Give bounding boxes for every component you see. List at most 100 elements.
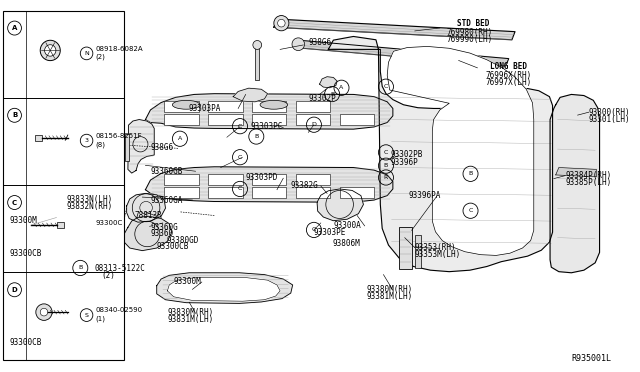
Text: C: C (238, 155, 242, 160)
Text: (2): (2) (95, 54, 105, 60)
Text: 93384P(RH): 93384P(RH) (565, 171, 611, 180)
Text: S: S (84, 312, 88, 318)
Text: 938G6: 938G6 (150, 144, 173, 153)
Text: 93831M(LH): 93831M(LH) (168, 315, 214, 324)
Text: C: C (384, 84, 388, 89)
Ellipse shape (172, 100, 200, 109)
Text: R: R (384, 175, 388, 180)
Text: (8): (8) (95, 141, 106, 148)
Bar (208, 187, 243, 198)
Polygon shape (319, 77, 337, 88)
Text: 93353M(LH): 93353M(LH) (415, 250, 461, 259)
Polygon shape (294, 40, 509, 66)
Text: 93360: 93360 (150, 230, 173, 238)
Bar (340, 187, 374, 198)
Bar (296, 101, 330, 112)
Text: 769980(RH): 769980(RH) (446, 28, 492, 37)
Text: 93303PC: 93303PC (251, 122, 283, 131)
Text: B: B (468, 171, 473, 176)
Polygon shape (387, 46, 534, 256)
Polygon shape (124, 216, 172, 251)
Text: N: N (84, 51, 89, 56)
Bar (296, 187, 330, 198)
Text: D: D (12, 287, 17, 293)
Text: 93303PD: 93303PD (246, 173, 278, 182)
Bar (164, 187, 198, 198)
Bar (296, 174, 330, 185)
Bar (399, 227, 412, 269)
Text: 93833N(LH): 93833N(LH) (67, 195, 113, 204)
Text: 93300CB: 93300CB (10, 339, 42, 347)
Text: D: D (312, 122, 316, 127)
Ellipse shape (253, 41, 262, 49)
Ellipse shape (40, 211, 51, 221)
Text: 08918-6082A: 08918-6082A (95, 46, 143, 52)
Ellipse shape (40, 308, 48, 316)
Bar (415, 235, 421, 268)
Polygon shape (127, 193, 166, 222)
Text: 93301(LH): 93301(LH) (589, 115, 630, 124)
Text: 93830M(RH): 93830M(RH) (168, 308, 214, 317)
Text: 08340-02590: 08340-02590 (95, 307, 143, 313)
Polygon shape (168, 278, 280, 301)
Text: 93302PB: 93302PB (391, 151, 423, 160)
Text: B: B (12, 112, 17, 118)
Text: 08156-8251F: 08156-8251F (95, 133, 142, 139)
Text: C: C (12, 199, 17, 205)
Text: C: C (238, 124, 242, 129)
Text: C: C (238, 186, 242, 192)
Bar (164, 101, 198, 112)
Bar (208, 101, 243, 112)
Bar (208, 174, 243, 185)
Bar (3, 11, 124, 359)
Text: 93360GA: 93360GA (150, 196, 183, 205)
Polygon shape (157, 273, 292, 304)
Text: 3: 3 (84, 138, 88, 143)
Bar (208, 114, 243, 125)
Text: LONG BED: LONG BED (490, 61, 527, 71)
Text: 93380M(RH): 93380M(RH) (367, 285, 413, 294)
Polygon shape (145, 94, 393, 129)
Text: A: A (178, 136, 182, 141)
Text: 93360GB: 93360GB (150, 167, 183, 176)
Text: 93300(RH): 93300(RH) (589, 108, 630, 117)
Text: STD BED: STD BED (458, 19, 490, 28)
Polygon shape (317, 189, 364, 221)
Text: A: A (12, 25, 17, 31)
Ellipse shape (274, 16, 289, 31)
Ellipse shape (278, 19, 285, 27)
Text: 93300CB: 93300CB (10, 249, 42, 258)
Text: 93303PE: 93303PE (314, 228, 346, 237)
Text: 93300A: 93300A (333, 221, 361, 230)
Text: 93300C: 93300C (95, 220, 123, 226)
Text: 93300CB: 93300CB (157, 242, 189, 251)
Bar (56, 222, 64, 228)
Bar (296, 114, 330, 125)
Polygon shape (145, 167, 393, 202)
Text: C: C (468, 208, 473, 213)
Polygon shape (328, 36, 552, 272)
Polygon shape (10, 201, 76, 260)
Text: 93806M: 93806M (332, 239, 360, 248)
Polygon shape (274, 19, 515, 40)
Bar (164, 174, 198, 185)
Text: B: B (254, 134, 259, 139)
Text: B: B (330, 92, 334, 97)
Ellipse shape (45, 45, 56, 56)
Bar (35, 135, 42, 141)
Text: (1): (1) (95, 315, 106, 322)
Bar (125, 134, 129, 161)
Text: 76997X(LH): 76997X(LH) (486, 78, 532, 87)
Polygon shape (10, 285, 64, 326)
Text: B: B (384, 163, 388, 168)
Polygon shape (550, 94, 600, 273)
Ellipse shape (36, 304, 52, 320)
Text: 93353(RH): 93353(RH) (415, 243, 456, 252)
Text: 93832N(RH): 93832N(RH) (67, 202, 113, 211)
Bar (252, 174, 286, 185)
Ellipse shape (260, 100, 287, 109)
Bar (255, 45, 259, 80)
Text: C: C (384, 150, 388, 155)
Text: 93396P: 93396P (391, 157, 419, 167)
Text: (2): (2) (102, 271, 115, 280)
